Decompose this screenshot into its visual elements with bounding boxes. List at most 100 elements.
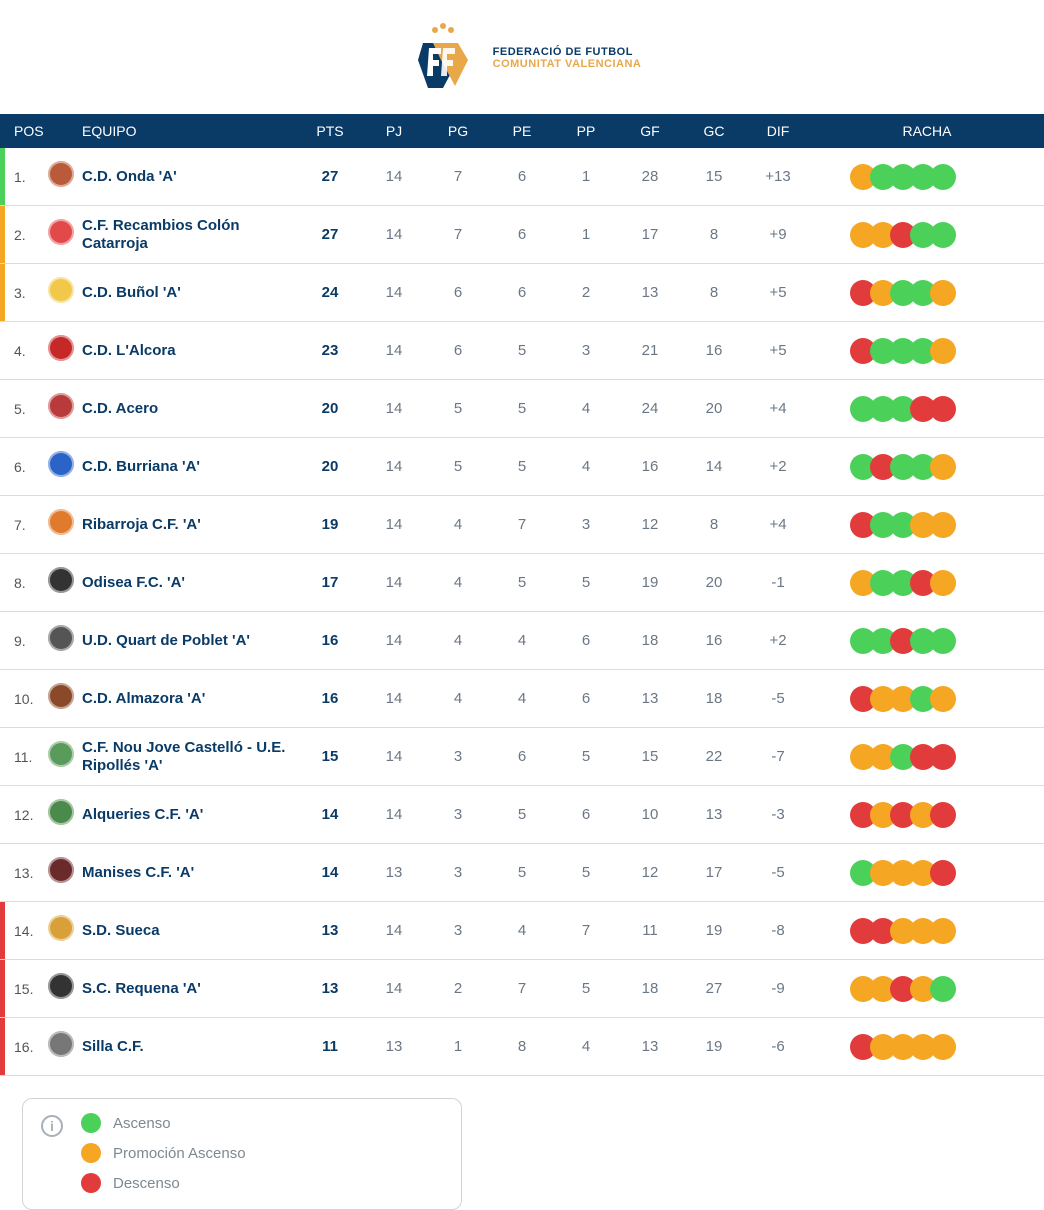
cell-racha — [810, 164, 1044, 190]
cell-team-name[interactable]: C.D. Acero — [82, 400, 298, 418]
cell-pts: 13 — [298, 980, 362, 997]
cell-pp: 5 — [554, 864, 618, 881]
cell-team-name[interactable]: Odisea F.C. 'A' — [82, 574, 298, 592]
cell-pp: 5 — [554, 574, 618, 591]
cell-team-name[interactable]: S.D. Sueca — [82, 922, 298, 940]
table-row[interactable]: 1.C.D. Onda 'A'27147612815+13 — [0, 148, 1044, 206]
table-row[interactable]: 7.Ribarroja C.F. 'A'1914473128+4 — [0, 496, 1044, 554]
team-crest-icon — [48, 1031, 74, 1057]
team-crest-icon — [48, 393, 74, 419]
cell-team-name[interactable]: Silla C.F. — [82, 1038, 298, 1056]
streak-dots — [850, 1034, 956, 1060]
cell-gc: 8 — [682, 284, 746, 301]
team-crest-icon — [48, 161, 74, 187]
cell-pp: 1 — [554, 226, 618, 243]
table-row[interactable]: 2.C.F. Recambios Colón Catarroja27147611… — [0, 206, 1044, 264]
cell-team-name[interactable]: U.D. Quart de Poblet 'A' — [82, 632, 298, 650]
cell-gc: 22 — [682, 748, 746, 765]
cell-pts: 19 — [298, 516, 362, 533]
cell-dif: +2 — [746, 458, 810, 475]
header-pp: PP — [554, 123, 618, 139]
table-row[interactable]: 3.C.D. Buñol 'A'2414662138+5 — [0, 264, 1044, 322]
cell-dif: -5 — [746, 864, 810, 881]
table-row[interactable]: 9.U.D. Quart de Poblet 'A'16144461816+2 — [0, 612, 1044, 670]
position-stripe — [0, 1018, 5, 1075]
position-stripe — [0, 728, 5, 785]
cell-gc: 17 — [682, 864, 746, 881]
cell-dif: -1 — [746, 574, 810, 591]
cell-team-name[interactable]: C.F. Nou Jove Castelló - U.E. Ripollés '… — [82, 739, 298, 775]
cell-pg: 4 — [426, 574, 490, 591]
table-row[interactable]: 15.S.C. Requena 'A'13142751827-9 — [0, 960, 1044, 1018]
cell-dif: -7 — [746, 748, 810, 765]
streak-dot — [930, 570, 956, 596]
cell-pts: 24 — [298, 284, 362, 301]
cell-pos: 2. — [0, 227, 48, 243]
position-stripe — [0, 148, 5, 205]
cell-gc: 16 — [682, 342, 746, 359]
cell-gc: 19 — [682, 1038, 746, 1055]
cell-dif: -3 — [746, 806, 810, 823]
cell-team-name[interactable]: C.D. Onda 'A' — [82, 168, 298, 186]
table-row[interactable]: 4.C.D. L'Alcora23146532116+5 — [0, 322, 1044, 380]
cell-pg: 1 — [426, 1038, 490, 1055]
table-row[interactable]: 10.C.D. Almazora 'A'16144461318-5 — [0, 670, 1044, 728]
cell-pj: 14 — [362, 226, 426, 243]
cell-racha — [810, 860, 1044, 886]
team-crest-icon — [48, 683, 74, 709]
cell-gf: 12 — [618, 516, 682, 533]
cell-racha — [810, 802, 1044, 828]
cell-team-name[interactable]: Ribarroja C.F. 'A' — [82, 516, 298, 534]
cell-team-name[interactable]: Manises C.F. 'A' — [82, 864, 298, 882]
cell-team-name[interactable]: C.D. Almazora 'A' — [82, 690, 298, 708]
cell-crest — [48, 219, 82, 250]
cell-team-name[interactable]: Alqueries C.F. 'A' — [82, 806, 298, 824]
team-crest-icon — [48, 335, 74, 361]
cell-pj: 14 — [362, 690, 426, 707]
cell-pos: 10. — [0, 691, 48, 707]
cell-gc: 13 — [682, 806, 746, 823]
cell-racha — [810, 338, 1044, 364]
table-row[interactable]: 8.Odisea F.C. 'A'17144551920-1 — [0, 554, 1044, 612]
team-crest-icon — [48, 567, 74, 593]
cell-team-name[interactable]: C.D. Burriana 'A' — [82, 458, 298, 476]
cell-racha — [810, 686, 1044, 712]
position-stripe — [0, 960, 5, 1017]
table-row[interactable]: 12.Alqueries C.F. 'A'14143561013-3 — [0, 786, 1044, 844]
streak-dot — [930, 396, 956, 422]
streak-dots — [850, 686, 956, 712]
streak-dots — [850, 164, 956, 190]
cell-pts: 15 — [298, 748, 362, 765]
table-row[interactable]: 14.S.D. Sueca13143471119-8 — [0, 902, 1044, 960]
cell-team-name[interactable]: C.D. Buñol 'A' — [82, 284, 298, 302]
cell-pe: 8 — [490, 1038, 554, 1055]
cell-pos: 12. — [0, 807, 48, 823]
position-stripe — [0, 438, 5, 495]
table-row[interactable]: 5.C.D. Acero20145542420+4 — [0, 380, 1044, 438]
cell-team-name[interactable]: C.F. Recambios Colón Catarroja — [82, 217, 298, 253]
cell-dif: +5 — [746, 342, 810, 359]
header-gf: GF — [618, 123, 682, 139]
cell-crest — [48, 857, 82, 888]
cell-pe: 6 — [490, 168, 554, 185]
team-crest-icon — [48, 973, 74, 999]
cell-team-name[interactable]: S.C. Requena 'A' — [82, 980, 298, 998]
streak-dots — [850, 222, 956, 248]
table-row[interactable]: 6.C.D. Burriana 'A'20145541614+2 — [0, 438, 1044, 496]
streak-dots — [850, 802, 956, 828]
cell-pj: 14 — [362, 806, 426, 823]
cell-pe: 7 — [490, 516, 554, 533]
cell-crest — [48, 1031, 82, 1062]
cell-crest — [48, 509, 82, 540]
cell-gf: 24 — [618, 400, 682, 417]
table-row[interactable]: 16.Silla C.F.11131841319-6 — [0, 1018, 1044, 1076]
streak-dot — [930, 976, 956, 1002]
team-crest-icon — [48, 277, 74, 303]
cell-team-name[interactable]: C.D. L'Alcora — [82, 342, 298, 360]
table-row[interactable]: 13.Manises C.F. 'A'14133551217-5 — [0, 844, 1044, 902]
table-row[interactable]: 11.C.F. Nou Jove Castelló - U.E. Ripollé… — [0, 728, 1044, 786]
cell-pts: 11 — [298, 1038, 362, 1055]
cell-pe: 5 — [490, 806, 554, 823]
cell-crest — [48, 973, 82, 1004]
streak-dots — [850, 744, 956, 770]
